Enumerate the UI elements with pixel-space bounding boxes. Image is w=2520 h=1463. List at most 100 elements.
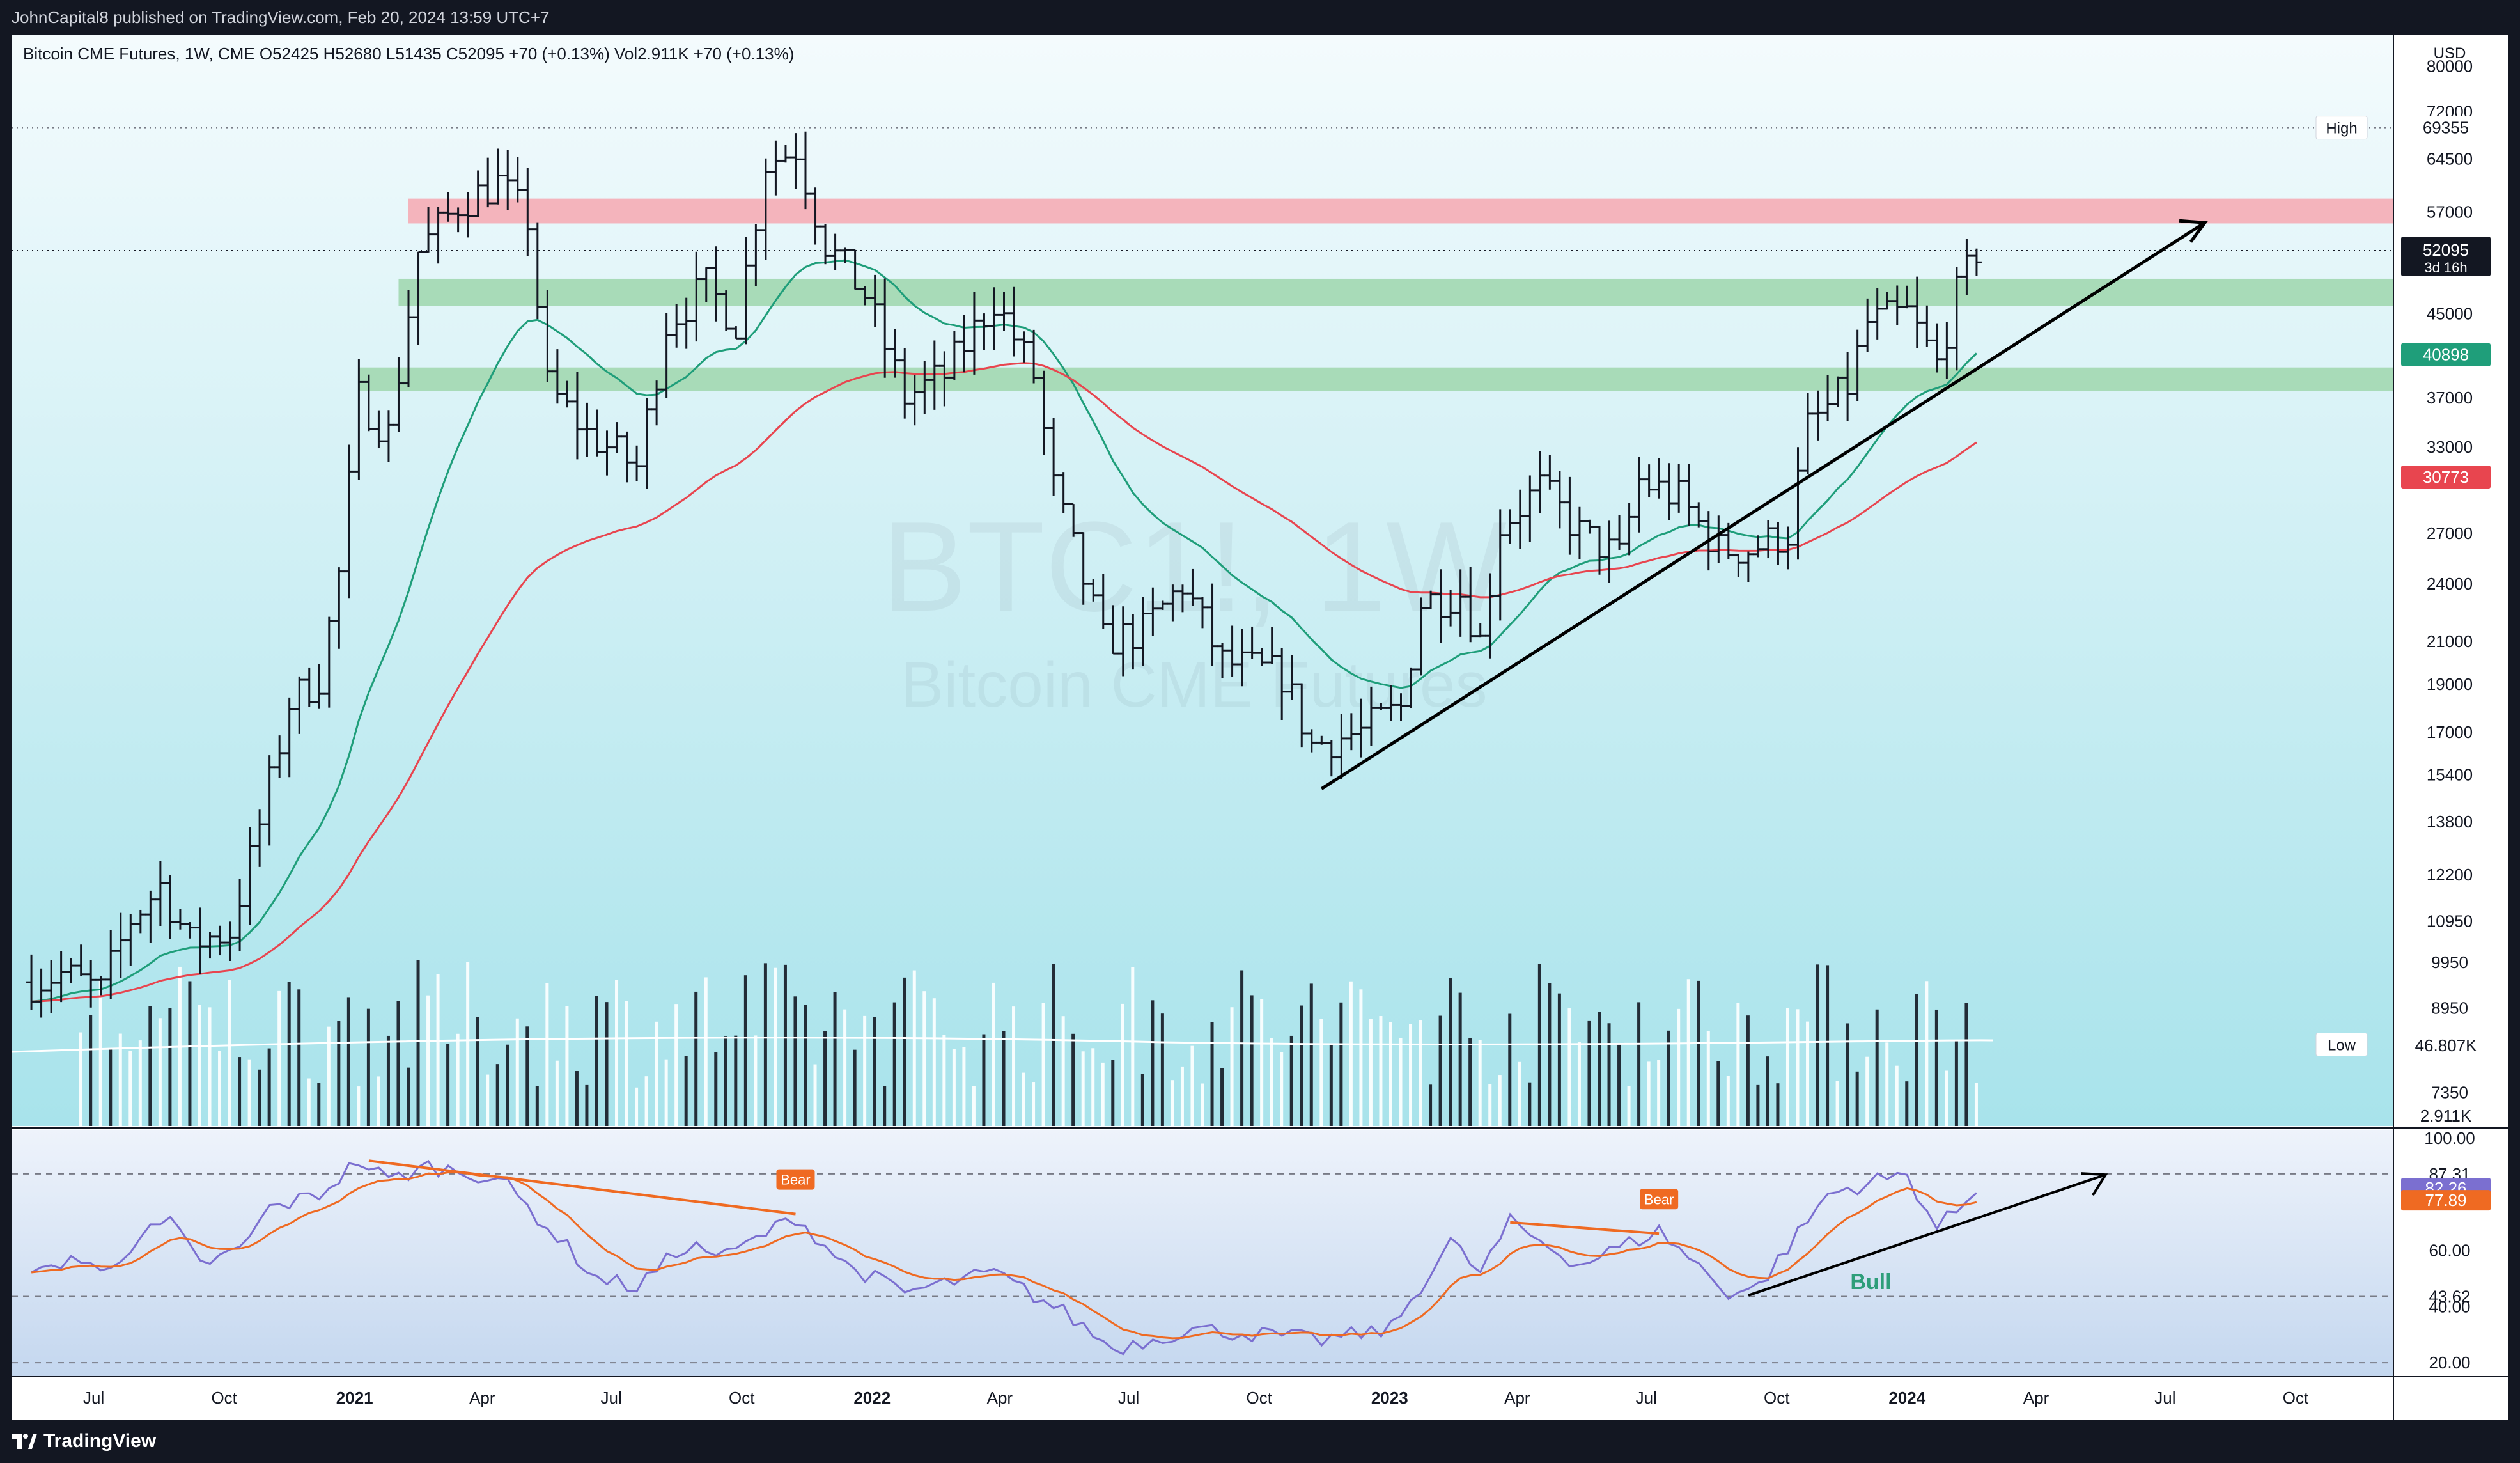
price-bar[interactable] (641, 398, 652, 489)
price-bar[interactable] (1743, 551, 1754, 583)
price-bar[interactable] (1534, 451, 1545, 513)
price-bar[interactable] (770, 140, 781, 196)
price-bar[interactable] (1812, 390, 1823, 441)
price-bar[interactable] (939, 351, 950, 407)
price-bar[interactable] (760, 158, 771, 260)
price-bar[interactable] (1495, 509, 1505, 621)
price-bar[interactable] (632, 445, 642, 481)
price-bar[interactable] (403, 290, 414, 387)
price-bar[interactable] (284, 697, 295, 778)
price-bar[interactable] (1803, 393, 1814, 474)
price-bar[interactable] (185, 922, 196, 939)
price-bar[interactable] (1385, 685, 1396, 721)
price-bar[interactable] (1227, 625, 1238, 678)
price-bar[interactable] (889, 329, 900, 378)
price-bar[interactable] (502, 150, 513, 210)
tradingview-brand[interactable]: TradingView (43, 1430, 157, 1451)
price-bar[interactable] (1475, 623, 1486, 638)
price-bar[interactable] (483, 157, 494, 208)
price-bar[interactable] (1931, 323, 1942, 373)
price-bar[interactable] (612, 422, 623, 453)
price-bar[interactable] (244, 827, 255, 925)
price-bar[interactable] (46, 960, 57, 1013)
price-bar[interactable] (1187, 568, 1198, 606)
price-bar[interactable] (373, 410, 384, 449)
price-bar[interactable] (1088, 579, 1099, 602)
price-bar[interactable] (1157, 600, 1168, 610)
price-bar[interactable] (1604, 520, 1615, 583)
tradingview-logo-icon[interactable] (12, 1431, 37, 1451)
price-bar[interactable] (1693, 502, 1704, 528)
price-bar[interactable] (1465, 567, 1476, 643)
price-bar[interactable] (1365, 686, 1376, 746)
price-bar[interactable] (621, 431, 632, 483)
price-bar[interactable] (691, 251, 702, 342)
price-bar[interactable] (681, 297, 692, 349)
price-bar[interactable] (433, 207, 444, 264)
price-bar[interactable] (1733, 554, 1744, 577)
price-bar[interactable] (1922, 305, 1933, 347)
price-bar[interactable] (145, 890, 156, 943)
price-bar[interactable] (929, 340, 940, 410)
price-bar[interactable] (254, 809, 265, 867)
price-bar[interactable] (1108, 605, 1119, 655)
price-bar[interactable] (215, 925, 226, 956)
price-bar[interactable] (899, 348, 910, 419)
price-bar[interactable] (1971, 248, 1982, 276)
price-bar[interactable] (1426, 590, 1436, 609)
price-bar[interactable] (552, 349, 563, 404)
price-bar[interactable] (95, 976, 106, 996)
price-bar[interactable] (1316, 735, 1327, 745)
price-bar[interactable] (1286, 655, 1297, 700)
price-bar[interactable] (1237, 629, 1248, 687)
price-bar[interactable] (224, 921, 235, 961)
price-bar[interactable] (1514, 489, 1525, 549)
price-bar[interactable] (979, 313, 990, 350)
price-bar[interactable] (1654, 458, 1665, 499)
price-bar[interactable] (26, 954, 37, 1011)
price-bar[interactable] (1614, 515, 1625, 550)
price-bar[interactable] (1177, 584, 1188, 613)
price-bar[interactable] (1137, 597, 1148, 666)
price-bar[interactable] (334, 567, 345, 649)
price-bar[interactable] (1554, 471, 1565, 529)
price-bar[interactable] (1594, 526, 1605, 575)
price-bar[interactable] (1277, 648, 1287, 721)
price-bar[interactable] (463, 192, 474, 238)
price-bar[interactable] (1038, 370, 1049, 455)
price-bar[interactable] (1018, 331, 1029, 363)
price-bar[interactable] (720, 290, 731, 331)
price-bar[interactable] (1197, 597, 1208, 629)
price-bar[interactable] (115, 912, 126, 979)
price-bar[interactable] (1872, 288, 1883, 340)
price-bar[interactable] (1247, 626, 1257, 659)
price-bar[interactable] (651, 380, 662, 426)
price-bar[interactable] (850, 249, 860, 290)
price-bar[interactable] (840, 247, 851, 263)
price-bar[interactable] (1078, 532, 1089, 605)
price-bar[interactable] (1544, 455, 1555, 490)
price-bar[interactable] (1564, 476, 1575, 555)
price-bar[interactable] (1663, 463, 1674, 520)
price-bar[interactable] (532, 222, 543, 319)
price-bar[interactable] (354, 359, 364, 480)
price-bar[interactable] (1009, 286, 1020, 357)
price-bar[interactable] (1892, 285, 1902, 325)
price-bar[interactable] (1753, 535, 1764, 558)
price-bar[interactable] (999, 292, 1009, 331)
price-bar[interactable] (711, 246, 722, 322)
price-bar[interactable] (701, 267, 712, 302)
price-bar[interactable] (1266, 627, 1277, 664)
price-bar[interactable] (1683, 464, 1694, 526)
price-bar[interactable] (363, 374, 374, 432)
price-bar[interactable] (423, 207, 434, 253)
price-bar[interactable] (522, 168, 533, 256)
price-bar[interactable] (323, 616, 334, 708)
price-bar[interactable] (1029, 329, 1039, 384)
price-bar[interactable] (393, 357, 404, 432)
price-bar[interactable] (1882, 292, 1893, 310)
price-bar[interactable] (314, 664, 325, 709)
price-bar[interactable] (1356, 698, 1367, 758)
price-bar[interactable] (909, 375, 920, 426)
price-bar[interactable] (671, 304, 682, 348)
